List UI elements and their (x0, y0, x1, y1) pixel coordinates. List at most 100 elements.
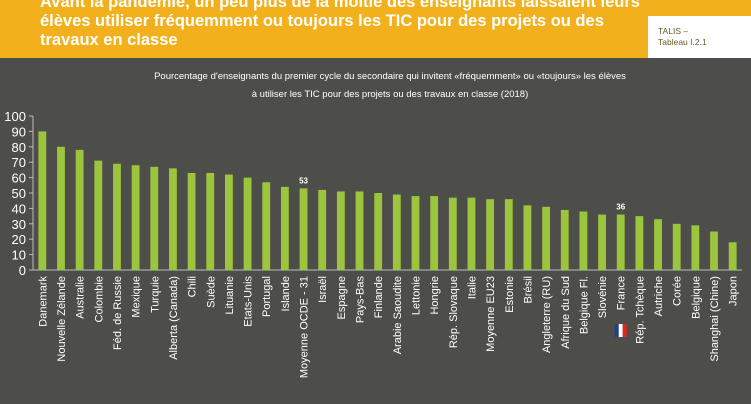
bar (374, 193, 383, 270)
bar (169, 168, 177, 270)
x-tick-label: Angleterre (RU) (541, 276, 553, 353)
x-tick-label: Autriche (653, 276, 665, 316)
x-tick-label: Arabie Saoudite (392, 276, 404, 354)
data-label: 53 (299, 176, 308, 185)
x-tick-label: Pays-Bas (355, 276, 367, 324)
bar (280, 186, 289, 270)
bar (486, 199, 495, 270)
bar (560, 209, 569, 270)
france-flag-icon (622, 324, 627, 337)
x-tick-label: Nouvelle Zélande (56, 276, 68, 362)
bar (187, 172, 196, 270)
bar (635, 216, 644, 270)
y-tick-label: 50 (12, 186, 26, 201)
bar (224, 174, 233, 270)
bar (542, 206, 551, 270)
bar (38, 131, 47, 270)
france-flag-icon (618, 324, 623, 337)
x-tick-label: Belgique (690, 276, 702, 319)
y-tick-label: 10 (12, 248, 26, 263)
bar (691, 225, 700, 270)
x-tick-label: Espagne (336, 276, 348, 319)
x-tick-label: Rép. Slovaque (448, 276, 460, 348)
x-tick-label: Rép. Tchèque (634, 276, 646, 344)
x-tick-label: Lituanie (224, 276, 236, 315)
france-flag-icon (614, 324, 619, 337)
bar (504, 199, 513, 270)
x-tick-label: Alberta (Canada) (168, 276, 180, 360)
bar (75, 149, 84, 270)
x-tick-label: Chili (187, 276, 199, 297)
x-tick-label: Hongrie (429, 276, 441, 315)
x-tick-label: Australie (75, 276, 87, 319)
x-tick-label: Belgique Fl. (578, 276, 590, 334)
y-tick-label: 40 (12, 201, 26, 216)
bar (728, 242, 737, 270)
bar (355, 191, 364, 270)
x-tick-label: Mexique (131, 276, 143, 318)
bar (299, 188, 308, 270)
x-tick-label: Corée (672, 276, 684, 306)
bar (411, 196, 420, 270)
chart-panel: Pourcentage d'enseignants du premier cyc… (0, 58, 751, 404)
x-tick-label: Brésil (522, 276, 534, 304)
x-tick-label: Afrique du Sud (560, 276, 572, 349)
y-tick-label: 90 (12, 124, 26, 139)
bar (598, 214, 606, 270)
x-tick-label: Israël (317, 276, 329, 303)
bar (392, 194, 401, 270)
x-tick-label: Suède (205, 276, 217, 308)
x-tick-label: Japon (728, 276, 740, 306)
bar (113, 163, 121, 270)
y-tick-label: 30 (12, 217, 26, 232)
bar (579, 211, 588, 270)
y-tick-label: 70 (12, 155, 26, 170)
x-tick-label: Colombie (93, 276, 105, 322)
x-tick-label: Lettonie (410, 276, 422, 315)
x-tick-label: France (616, 276, 628, 310)
x-tick-label: Slovénie (597, 276, 609, 318)
data-label: 36 (616, 203, 625, 212)
x-tick-label: Danemark (37, 276, 49, 327)
bar (710, 231, 718, 270)
x-tick-label: Etats-Unis (243, 276, 255, 327)
bar (206, 172, 215, 270)
y-tick-label: 60 (12, 171, 26, 186)
bar (243, 177, 252, 270)
chart-title-line1: Pourcentage d'enseignants du premier cyc… (154, 71, 626, 82)
y-tick-label: 0 (19, 263, 26, 278)
x-tick-label: Moyenne OCDE - 31 (299, 276, 311, 378)
bar (94, 160, 103, 270)
bar (131, 165, 140, 270)
bar (672, 223, 681, 270)
bar (430, 196, 439, 270)
y-tick-label: 20 (12, 232, 26, 247)
x-tick-label: Féd. de Russie (112, 276, 124, 350)
y-tick-label: 100 (4, 109, 26, 124)
chart-title-line2: à utiliser les TIC pour des projets ou d… (251, 89, 529, 100)
bar (262, 182, 271, 270)
bar (57, 146, 65, 270)
source-tag: TALIS – Tableau I.2.1 (648, 16, 751, 58)
x-tick-label: Islande (280, 276, 292, 311)
bar (336, 191, 345, 270)
bar (150, 166, 159, 270)
header-banner: Avant la pandémie, un peu plus de la moi… (0, 0, 751, 58)
bar (523, 205, 532, 270)
bar (654, 219, 662, 270)
x-tick-label: Shanghai (Chine) (709, 276, 721, 362)
y-tick-label: 80 (12, 140, 26, 155)
x-tick-label: Finlande (373, 276, 385, 318)
x-tick-label: Moyenne EU23 (485, 276, 497, 352)
x-tick-label: Estonie (504, 276, 516, 313)
chart-title: Pourcentage d'enseignants du premier cyc… (60, 68, 720, 104)
bar (467, 197, 476, 270)
x-tick-label: Turquie (149, 276, 161, 313)
x-tick-label: Portugal (261, 276, 273, 317)
bar (616, 214, 625, 270)
bar (448, 197, 457, 270)
source-tag-label: TALIS – Tableau I.2.1 (658, 26, 707, 47)
page-title: Avant la pandémie, un peu plus de la moi… (40, 0, 640, 49)
bar (318, 189, 327, 270)
